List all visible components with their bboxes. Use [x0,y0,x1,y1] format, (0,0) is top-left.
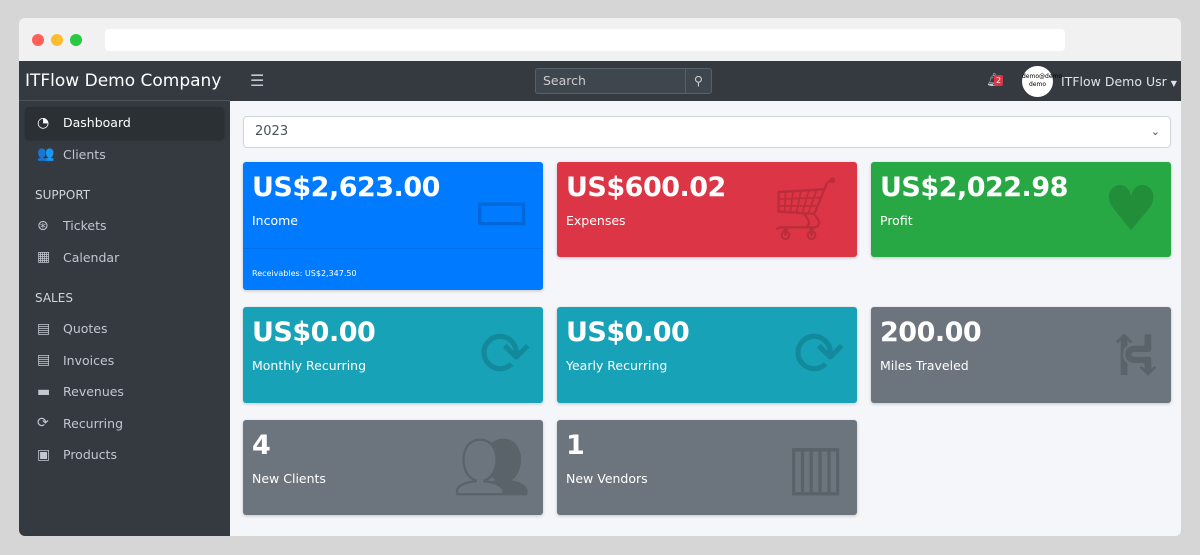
card-label: New Clients [252,471,326,486]
new-vendors-card[interactable]: 1 New Vendors ▥ [557,420,857,515]
card-value: US$600.02 [566,172,726,203]
users-icon: 👥 [37,146,55,163]
dashboard-icon: ◔ [37,114,50,131]
caret-down-icon: ▼ [1170,79,1177,88]
search-placeholder: Search [543,73,586,88]
browser-chrome [19,18,1181,61]
bell-icon[interactable]: 🔔︎2 [986,73,1004,88]
label: Revenues [63,384,124,400]
label: Dashboard [63,115,131,131]
sync-icon: ⟳ [479,317,531,390]
calendar-icon: ▦ [37,249,51,266]
label: Calendar [63,249,120,265]
sync-icon: ⟳ [37,415,49,432]
box-icon: ▣ [37,446,51,463]
top-navbar: ☰ Search ⚲ 🔔︎2 demo@demo demo ITFlow Demo… [230,61,1181,101]
card-value: US$0.00 [566,317,690,348]
life-ring-icon: ⊛ [37,217,49,234]
miles-traveled-card[interactable]: 200.00 Miles Traveled ⛕ [871,307,1171,403]
heart-icon: ♥ [1103,172,1159,245]
label: Tickets [63,218,107,234]
sidebar-item-invoices[interactable]: ▤ Invoices [25,345,224,377]
brand[interactable]: ITFlow Demo Company [19,61,230,101]
chevron-down-icon: ⌄ [1150,125,1160,138]
expenses-card[interactable]: US$600.02 Expenses 🛒︎ [557,162,857,257]
avatar[interactable]: demo@demo demo [1022,66,1062,97]
user-name: ITFlow Demo Usr [1061,74,1167,89]
browser-window: ITFlow Demo Company ◔ Dashboard 👥 Clients … [19,18,1181,536]
credit-card-icon: ▭ [472,172,531,245]
support-header: SUPPORT [35,188,91,202]
sidebar-item-tickets[interactable]: ⊛ Tickets [25,210,224,242]
sidebar-item-quotes[interactable]: ▤ Quotes [25,313,224,345]
users-icon: 👥︎ [452,430,531,503]
card-value: 4 [252,430,271,461]
card-label: Monthly Recurring [252,358,367,373]
notification-badge: 2 [994,75,1004,86]
label: Recurring [63,415,123,431]
card-label: New Vendors [566,471,648,486]
label: Quotes [63,321,108,337]
shopping-cart-icon: 🛒︎ [766,172,845,245]
maximize-dot[interactable] [70,34,82,46]
sidebar-item-products[interactable]: ▣ Products [25,439,224,471]
sidebar-item-clients[interactable]: 👥 Clients [25,139,224,171]
credit-card-icon: ▬ [37,383,51,400]
card-value: US$2,623.00 [252,172,440,203]
profit-card[interactable]: US$2,022.98 Profit ♥ [871,162,1171,257]
receivables-footer[interactable]: Receivables: US$2,347.50 [243,248,543,290]
search-button[interactable]: ⚲ [685,69,711,93]
invoice-icon: ▤ [37,352,51,369]
year-select[interactable]: 2023 ⌄ [243,116,1171,148]
sidebar-item-dashboard[interactable]: ◔ Dashboard [25,107,224,139]
card-label: Profit [880,213,913,228]
search-input[interactable]: Search ⚲ [535,68,712,94]
monthly-recurring-card[interactable]: US$0.00 Monthly Recurring ⟳ [243,307,543,403]
income-card[interactable]: US$2,623.00 Income ▭ Receivables: US$2,3… [243,162,543,290]
sales-header: SALES [35,291,73,305]
label: Clients [63,146,106,162]
card-label: Miles Traveled [880,358,969,373]
minimize-dot[interactable] [51,34,63,46]
card-label: Expenses [566,213,626,228]
file-icon: ▤ [37,320,51,337]
user-menu[interactable]: ITFlow Demo Usr ▼ [1061,74,1177,89]
sidebar-item-revenues[interactable]: ▬ Revenues [25,376,224,408]
new-clients-card[interactable]: 4 New Clients 👥︎ [243,420,543,515]
yearly-recurring-card[interactable]: US$0.00 Yearly Recurring ⟳ [557,307,857,403]
year-value: 2023 [255,124,289,139]
card-value: US$2,022.98 [880,172,1068,203]
label: Invoices [63,352,115,368]
sidebar-item-calendar[interactable]: ▦ Calendar [25,242,224,274]
building-icon: ▥ [786,430,845,503]
sidebar: ITFlow Demo Company ◔ Dashboard 👥 Clients … [19,61,230,536]
card-value: 1 [566,430,585,461]
address-bar[interactable] [105,29,1065,51]
menu-toggle-icon[interactable]: ☰ [250,71,265,90]
sidebar-item-recurring[interactable]: ⟳ Recurring [25,408,224,440]
sync-icon: ⟳ [793,317,845,390]
card-value: US$0.00 [252,317,376,348]
close-dot[interactable] [32,34,44,46]
card-label: Income [252,213,298,228]
card-label: Yearly Recurring [566,358,668,373]
route-icon: ⛕ [1112,317,1159,390]
label: Products [63,447,117,463]
card-value: 200.00 [880,317,982,348]
